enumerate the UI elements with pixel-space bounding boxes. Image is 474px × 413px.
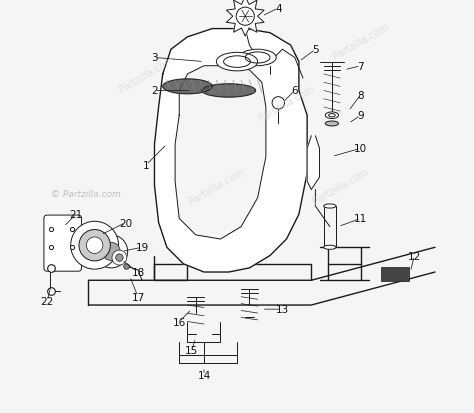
- Text: 10: 10: [354, 144, 367, 154]
- FancyBboxPatch shape: [381, 268, 409, 281]
- Ellipse shape: [216, 53, 258, 72]
- Text: 20: 20: [119, 218, 132, 228]
- Polygon shape: [155, 29, 307, 272]
- Circle shape: [102, 243, 120, 261]
- Circle shape: [95, 235, 128, 268]
- Ellipse shape: [239, 50, 276, 66]
- Polygon shape: [307, 137, 319, 190]
- Text: © Partzilla.com: © Partzilla.com: [51, 190, 121, 199]
- Text: 5: 5: [312, 45, 319, 55]
- Text: 2: 2: [151, 86, 158, 96]
- Text: 8: 8: [357, 90, 364, 100]
- Text: 13: 13: [276, 304, 289, 314]
- Text: 18: 18: [131, 267, 145, 278]
- Text: 17: 17: [131, 292, 145, 302]
- Text: Partzilla.com: Partzilla.com: [331, 22, 391, 62]
- Text: 14: 14: [197, 370, 210, 380]
- Text: 11: 11: [354, 214, 367, 224]
- Text: 21: 21: [70, 210, 82, 220]
- Circle shape: [112, 251, 127, 266]
- Text: 16: 16: [173, 317, 186, 327]
- Polygon shape: [202, 85, 255, 98]
- Text: 12: 12: [408, 251, 421, 261]
- Polygon shape: [175, 66, 266, 240]
- Text: 4: 4: [275, 4, 282, 14]
- Text: 22: 22: [41, 296, 54, 306]
- Circle shape: [272, 97, 284, 110]
- Polygon shape: [163, 80, 212, 95]
- Text: 9: 9: [357, 111, 364, 121]
- Circle shape: [79, 230, 110, 261]
- Ellipse shape: [325, 122, 338, 127]
- Text: Partzilla.com: Partzilla.com: [117, 55, 176, 95]
- Text: Partzilla.com: Partzilla.com: [257, 84, 316, 123]
- Ellipse shape: [324, 204, 336, 209]
- Text: 1: 1: [143, 160, 149, 170]
- Circle shape: [86, 237, 103, 254]
- Ellipse shape: [324, 246, 336, 250]
- Text: Partzilla.com: Partzilla.com: [310, 166, 370, 206]
- Text: Partzilla.com: Partzilla.com: [187, 166, 246, 206]
- Polygon shape: [227, 0, 264, 37]
- Circle shape: [116, 254, 123, 262]
- FancyBboxPatch shape: [44, 216, 82, 271]
- Text: 19: 19: [136, 243, 149, 253]
- Text: 15: 15: [185, 346, 198, 356]
- Ellipse shape: [325, 113, 338, 119]
- Text: 3: 3: [151, 53, 158, 63]
- Circle shape: [71, 222, 118, 269]
- Text: 6: 6: [292, 86, 298, 96]
- Text: 7: 7: [357, 62, 364, 71]
